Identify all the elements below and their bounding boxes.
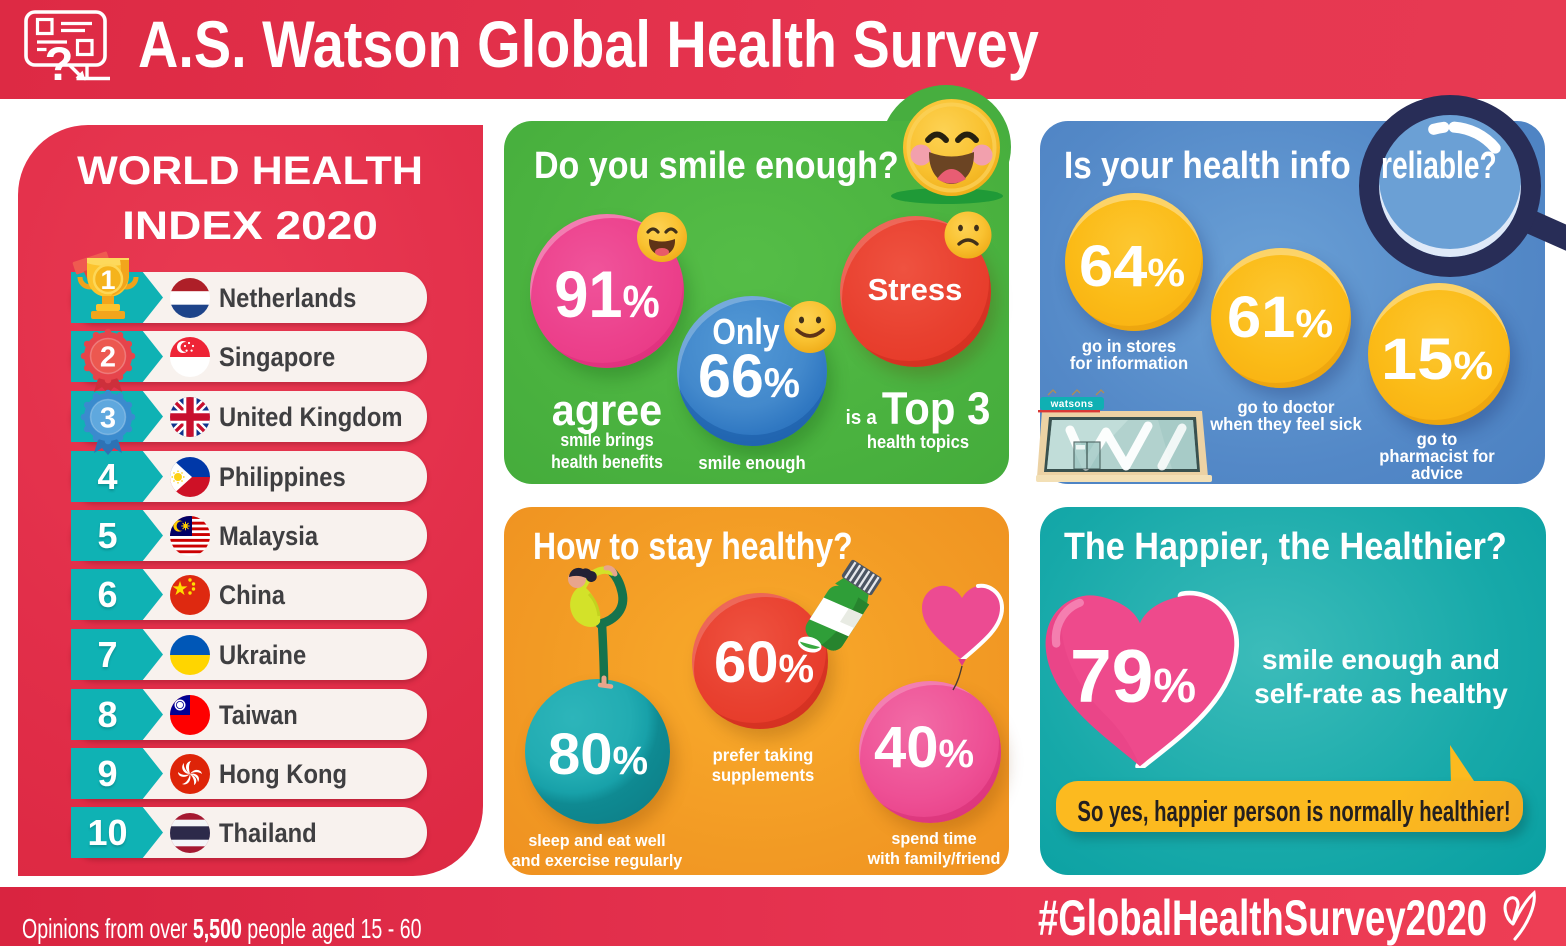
svg-text:?: ? (45, 37, 74, 90)
svg-text:3: 3 (100, 403, 116, 435)
svg-text:1: 1 (100, 265, 115, 295)
svg-text:watsons: watsons (1050, 399, 1094, 410)
svg-text:2: 2 (100, 342, 116, 374)
